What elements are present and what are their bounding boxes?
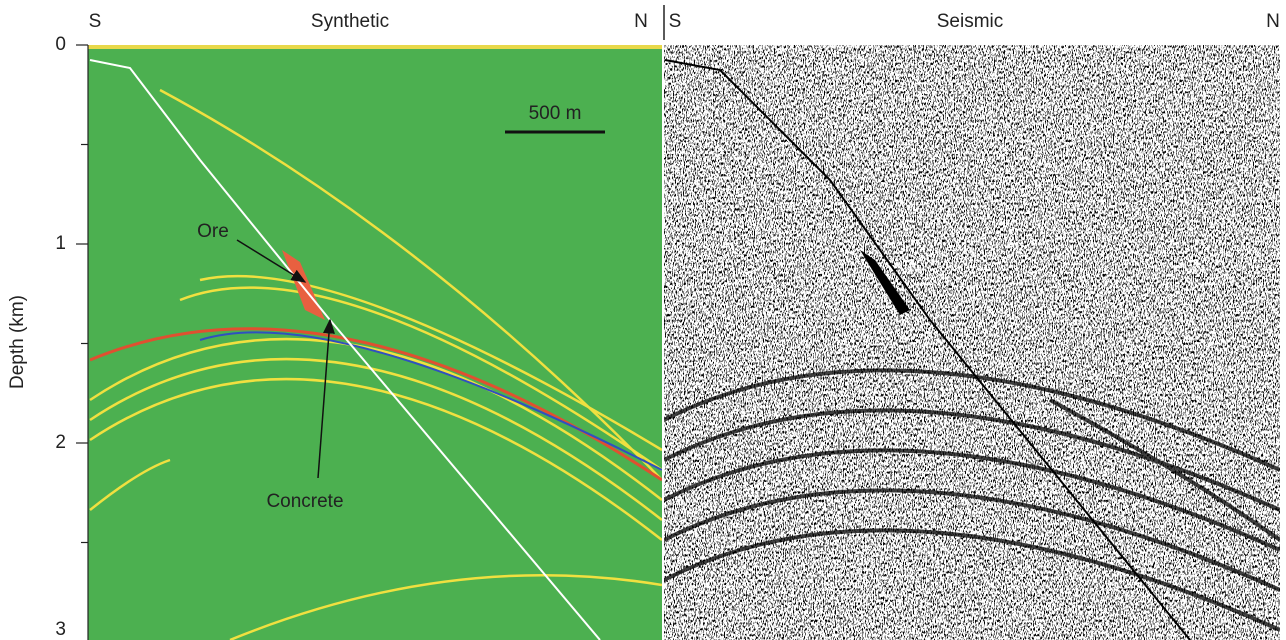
panel-left-label: S	[669, 11, 682, 32]
annotation: Concrete	[266, 491, 343, 512]
panel-right-label: N	[1266, 11, 1280, 32]
seismic-image	[664, 45, 1280, 640]
panel-left-label: S	[89, 11, 102, 32]
annotation: Ore	[197, 221, 229, 242]
scale-bar-label: 500 m	[529, 103, 582, 124]
y-tick-label: 0	[55, 34, 66, 55]
annotation-arrow	[317, 318, 335, 479]
synthetic-image	[88, 45, 662, 640]
y-tick-label: 2	[55, 432, 66, 453]
panel-title: Synthetic	[311, 11, 389, 32]
y-axis-label: Depth (km)	[7, 295, 28, 389]
y-tick-label: 1	[55, 233, 66, 254]
annotation-arrow	[236, 239, 307, 283]
y-tick-label: 3	[55, 619, 66, 640]
panel-right-label: N	[634, 11, 648, 32]
panel-title: Seismic	[937, 11, 1004, 32]
